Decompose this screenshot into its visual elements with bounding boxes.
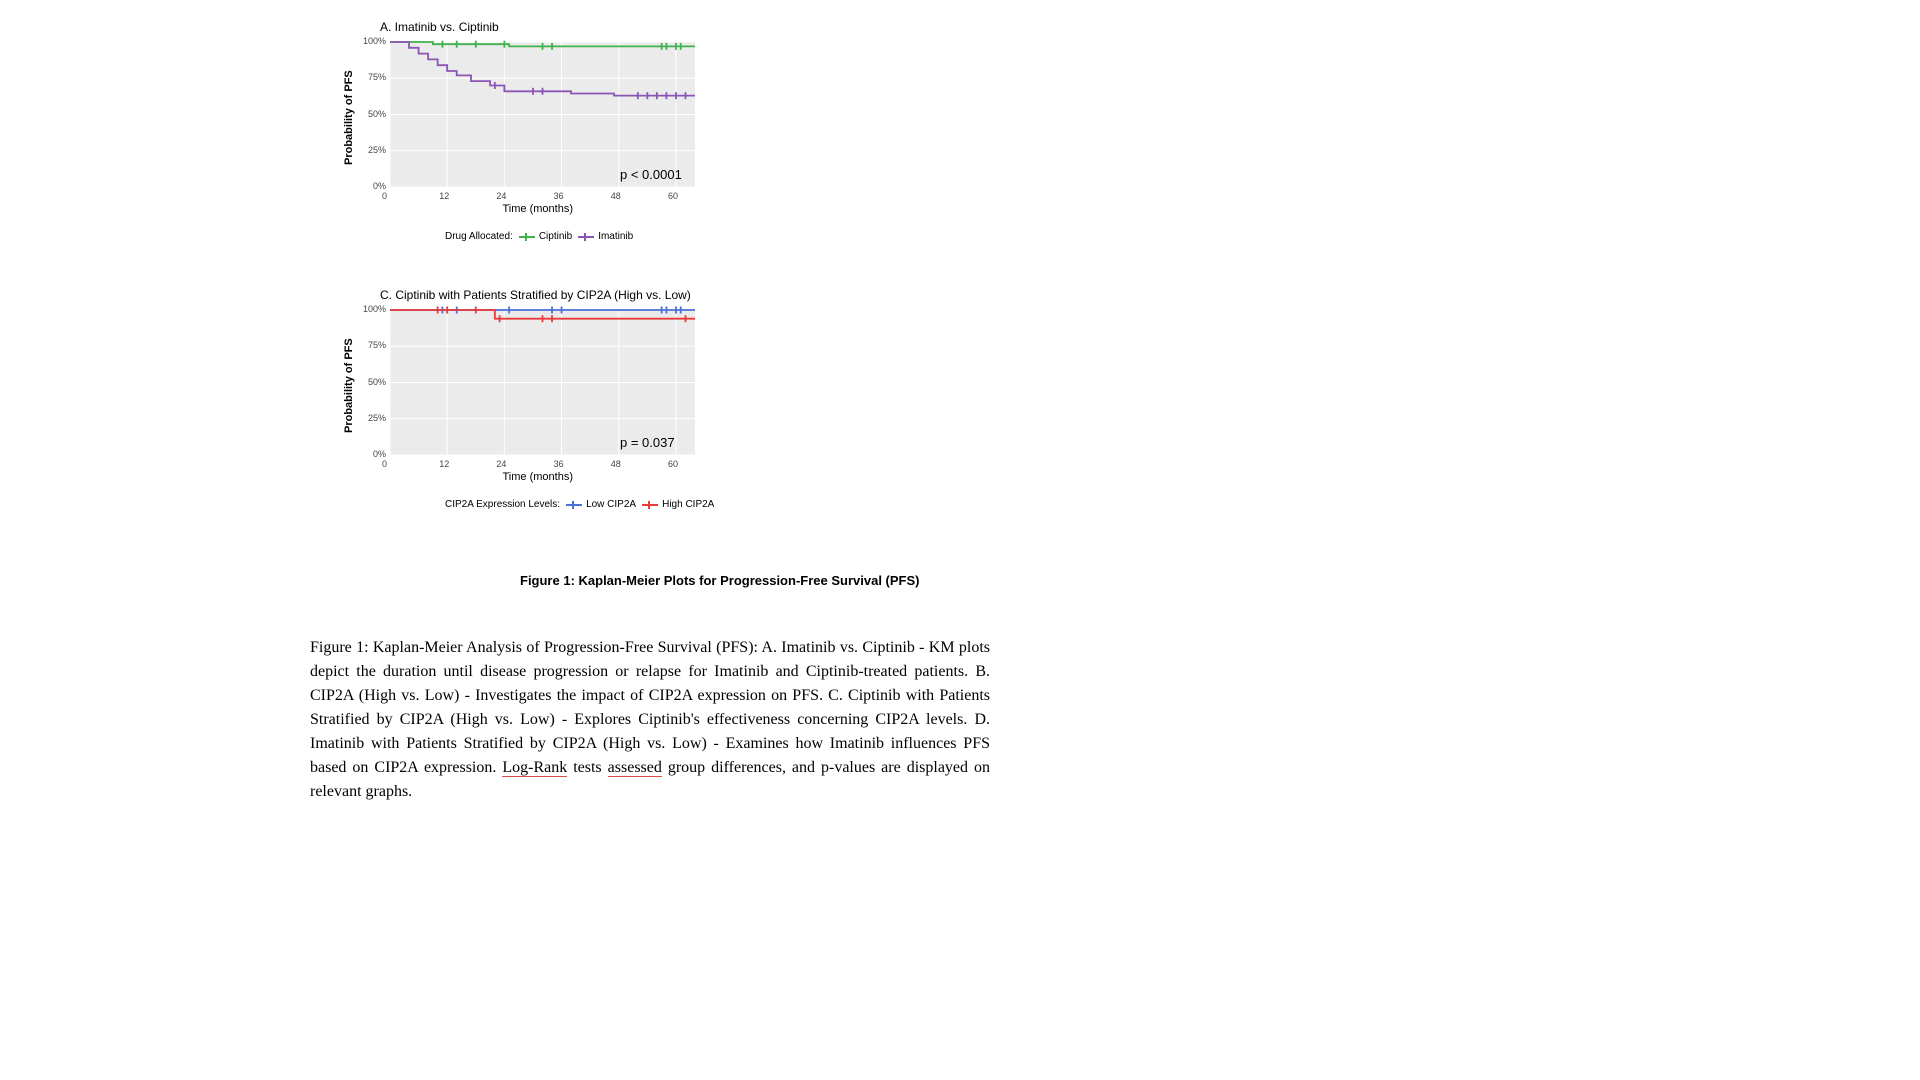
x-tick-label: 12 — [439, 459, 449, 469]
y-tick-label: 100% — [360, 304, 386, 314]
chart-a-ylabel: Probability of PFS — [343, 71, 355, 166]
x-tick-label: 24 — [496, 459, 506, 469]
y-tick-label: 75% — [360, 340, 386, 350]
x-tick-label: 36 — [554, 191, 564, 201]
y-tick-label: 50% — [360, 377, 386, 387]
legend-item: Imatinib — [578, 231, 633, 242]
legend-swatch-icon — [566, 504, 582, 506]
legend-label: Imatinib — [598, 231, 633, 242]
x-tick-label: 36 — [554, 459, 564, 469]
chart-a-xlabel: Time (months) — [503, 203, 574, 215]
chart-a-pvalue: p < 0.0001 — [620, 167, 682, 182]
x-tick-label: 12 — [439, 191, 449, 201]
y-tick-label: 25% — [360, 413, 386, 423]
chart-c-xlabel: Time (months) — [503, 471, 574, 483]
x-tick-label: 24 — [496, 191, 506, 201]
legend-label: Ciptinib — [539, 231, 572, 242]
y-tick-label: 50% — [360, 109, 386, 119]
x-tick-label: 0 — [382, 191, 387, 201]
x-tick-label: 0 — [382, 459, 387, 469]
legend-title: CIP2A Expression Levels: — [445, 499, 560, 510]
legend-label: High CIP2A — [662, 499, 714, 510]
figure-caption: Figure 1: Kaplan-Meier Analysis of Progr… — [310, 636, 990, 804]
chart-c-svg — [390, 310, 695, 455]
y-tick-label: 25% — [360, 145, 386, 155]
y-tick-label: 75% — [360, 72, 386, 82]
legend-label: Low CIP2A — [586, 499, 636, 510]
chart-c-ylabel: Probability of PFS — [343, 339, 355, 434]
y-tick-label: 0% — [360, 449, 386, 459]
chart-c-pvalue: p = 0.037 — [620, 435, 675, 450]
legend-swatch-icon — [642, 504, 658, 506]
x-tick-label: 60 — [668, 459, 678, 469]
legend-item: High CIP2A — [642, 499, 714, 510]
x-tick-label: 48 — [611, 191, 621, 201]
chart-c-title: C. Ciptinib with Patients Stratified by … — [380, 288, 691, 302]
chart-a-kaplan-meier: A. Imatinib vs. Ciptinib Probability of … — [335, 20, 715, 267]
legend-swatch-icon — [578, 236, 594, 238]
x-tick-label: 48 — [611, 459, 621, 469]
chart-a-title: A. Imatinib vs. Ciptinib — [380, 20, 499, 34]
legend-item: Low CIP2A — [566, 499, 636, 510]
legend-swatch-icon — [519, 236, 535, 238]
chart-c-legend: CIP2A Expression Levels: Low CIP2A High … — [445, 499, 714, 510]
x-tick-label: 60 — [668, 191, 678, 201]
y-tick-label: 100% — [360, 36, 386, 46]
legend-title: Drug Allocated: — [445, 231, 513, 242]
chart-a-svg — [390, 42, 695, 187]
chart-c-kaplan-meier: C. Ciptinib with Patients Stratified by … — [335, 288, 715, 535]
page-root: A. Imatinib vs. Ciptinib Probability of … — [0, 0, 1920, 1080]
chart-a-legend: Drug Allocated: Ciptinib Imatinib — [445, 231, 633, 242]
y-tick-label: 0% — [360, 181, 386, 191]
figure-overall-title: Figure 1: Kaplan-Meier Plots for Progres… — [520, 573, 919, 588]
legend-item: Ciptinib — [519, 231, 572, 242]
